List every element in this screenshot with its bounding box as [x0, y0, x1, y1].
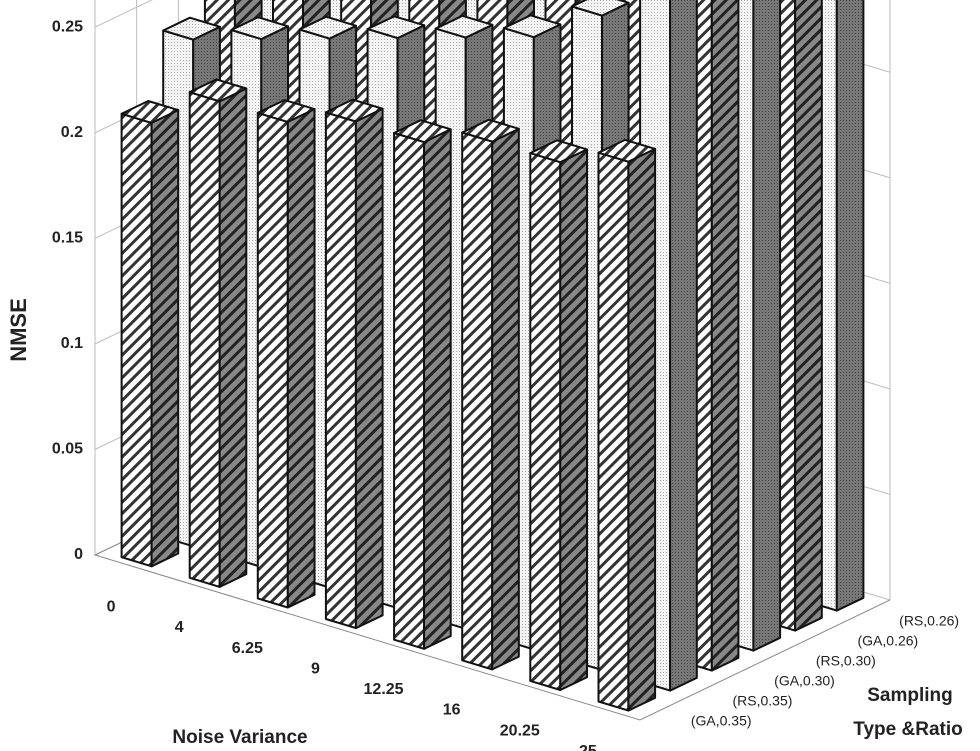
x-tick-label: 25 [579, 743, 597, 751]
bar [529, 139, 588, 691]
y-tick-label: 0 [74, 546, 83, 563]
bar-top [597, 138, 657, 163]
x-tick-label: 20.25 [500, 722, 540, 739]
bar-top [529, 139, 588, 164]
x-tick-label: 9 [311, 660, 320, 677]
bar-side [150, 109, 180, 568]
bar [256, 99, 316, 609]
bar-side [835, 0, 865, 612]
bar-top [162, 16, 221, 41]
y-tick-label: 0.05 [52, 441, 83, 458]
bar-side [794, 0, 823, 632]
bar-side [218, 87, 248, 588]
x-tick-label: 16 [443, 702, 461, 719]
bar [393, 119, 452, 650]
y-tick-label: 0.25 [52, 18, 83, 35]
bar-front [120, 112, 153, 568]
bar-side [491, 127, 520, 671]
y-tick-label: 0.2 [61, 124, 83, 141]
bar [188, 78, 248, 588]
bar-top [366, 15, 426, 40]
legend-label: (RS,0.26) [899, 613, 959, 629]
bar-side [752, 0, 782, 652]
bar-side [559, 148, 588, 691]
grid-line [94, 0, 153, 28]
bar-top [120, 100, 180, 124]
bar-side [710, 0, 740, 672]
z-axis-title: Type &Ratio [853, 719, 962, 740]
bar-front [597, 151, 630, 712]
bar-top [188, 78, 248, 103]
bar-side [286, 108, 316, 609]
bar [461, 118, 520, 671]
bar-side [669, 0, 698, 692]
x-axis-title: Noise Variance [172, 727, 307, 748]
x-tick-label: 12.25 [364, 681, 404, 698]
bar-top [571, 0, 630, 17]
y-axis-title: NMSE [6, 298, 31, 362]
bar-top [256, 99, 316, 123]
bar-side [354, 107, 384, 630]
x-tick-label: 0 [107, 599, 116, 616]
y-tick-label: 0.1 [61, 335, 83, 352]
bar-top [393, 119, 452, 144]
bar-side [423, 128, 452, 650]
bar-front [461, 131, 494, 671]
y-tick-label: 0.15 [52, 230, 83, 247]
bar-side [627, 147, 657, 712]
x-tick-label: 4 [175, 619, 184, 636]
bar [324, 98, 384, 630]
bar-top [461, 118, 520, 143]
bar [120, 100, 180, 568]
legend-label: (GA,0.26) [858, 633, 919, 649]
x-tick-label: 6.25 [232, 640, 263, 657]
bar [597, 138, 657, 712]
bar-front [529, 152, 562, 691]
legend-label: (GA,0.35) [691, 713, 752, 729]
bar-top [502, 14, 562, 39]
legend-label: (RS,0.30) [816, 653, 876, 669]
legend-label: (GA,0.30) [774, 673, 835, 689]
bar-front [324, 111, 357, 630]
bar-top [434, 14, 494, 39]
bar-front [393, 132, 426, 650]
bar-top [230, 16, 289, 41]
z-axis-title: Sampling [867, 685, 953, 706]
legend-label: (RS,0.35) [733, 693, 793, 709]
bar-top [298, 15, 358, 40]
bar-front [256, 111, 289, 609]
bar-front [188, 91, 221, 588]
bar-top [324, 98, 384, 123]
